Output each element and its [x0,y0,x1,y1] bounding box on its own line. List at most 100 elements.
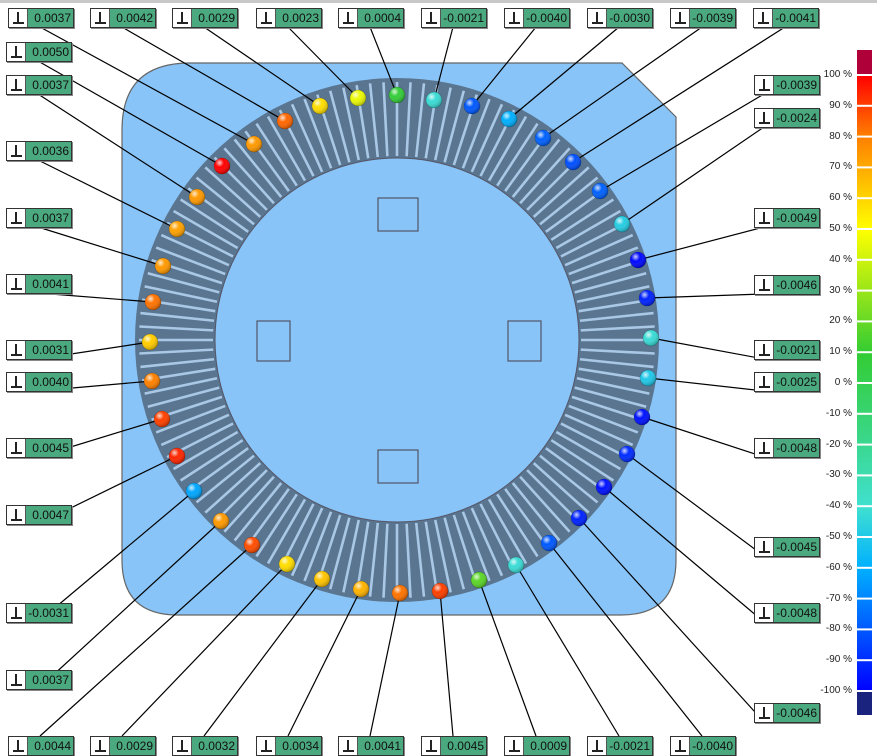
scale-band [857,480,872,482]
scale-tick-label: -40 % [825,500,852,512]
scale-band [857,360,872,362]
deviation-label[interactable]: 0.0023 [256,8,322,28]
deviation-label[interactable]: -0.0045 [754,537,820,557]
scale-band [857,601,872,603]
deviation-label[interactable]: -0.0039 [670,8,736,28]
deviation-label[interactable]: 0.0029 [90,736,156,756]
deviation-label[interactable]: 0.0004 [338,8,404,28]
deviation-label[interactable]: 0.0041 [6,274,72,294]
scale-band [857,581,872,583]
deviation-label[interactable]: 0.0029 [172,8,238,28]
deviation-label[interactable]: 0.0034 [256,736,322,756]
deviation-label[interactable]: 0.0045 [421,736,487,756]
deviation-label[interactable]: 0.0032 [172,736,238,756]
measurement-point-shading [214,158,230,174]
deviation-label[interactable]: 0.0009 [504,736,570,756]
scale-band [857,342,872,344]
deviation-label[interactable]: 0.0041 [338,736,404,756]
deviation-label[interactable]: 0.0037 [8,8,74,28]
deviation-label[interactable]: -0.0040 [504,8,570,28]
scale-band [857,473,872,475]
scale-band [857,183,872,185]
scale-band [857,682,872,684]
scale-band [857,269,872,271]
deviation-label[interactable]: 0.0037 [6,75,72,95]
scale-band [857,241,872,243]
scale-band [857,399,872,401]
scale-band [857,77,872,79]
scale-band [857,434,872,436]
scale-band [857,520,872,522]
deviation-label[interactable]: -0.0046 [754,703,820,723]
scale-band [857,504,872,506]
scale-band [857,426,872,428]
scale-band [857,182,872,184]
scale-band [857,381,872,383]
scale-tick-mark [857,412,872,415]
scale-band [857,585,872,587]
scale-band [857,286,872,288]
deviation-label[interactable]: 0.0031 [6,340,72,360]
deviation-label[interactable]: -0.0025 [754,372,820,392]
deviation-label[interactable]: -0.0046 [754,275,820,295]
deviation-label[interactable]: -0.0024 [754,108,820,128]
scale-band [857,547,872,549]
deviation-label[interactable]: 0.0050 [6,42,72,62]
deviation-label[interactable]: -0.0048 [754,603,820,623]
scale-band [857,310,872,312]
scale-band [857,397,872,399]
scale-band [857,663,872,665]
scale-band [857,364,872,366]
measurement-point-shading [614,216,630,232]
leader-line [603,486,765,623]
scale-band [857,616,872,618]
deviation-label[interactable]: 0.0042 [90,8,156,28]
scale-band [857,458,872,460]
deviation-label[interactable]: -0.0030 [587,8,653,28]
deviation-label[interactable]: -0.0041 [753,8,819,28]
deviation-label[interactable]: 0.0037 [6,208,72,228]
deviation-label[interactable]: 0.0047 [6,505,72,525]
scale-band [857,551,872,553]
scale-band [857,626,872,628]
deviation-label[interactable]: 0.0045 [6,438,72,458]
scale-band [857,266,872,268]
scale-band [857,490,872,492]
deviation-label[interactable]: -0.0048 [754,438,820,458]
scale-band [857,681,872,683]
deviation-value: -0.0021 [609,739,650,753]
scale-band [857,489,872,491]
scale-band [857,652,872,654]
scale-band [857,525,872,527]
scale-band [857,535,872,537]
scale-band [857,440,872,442]
scale-tick-label: 10 % [829,346,852,358]
deviation-label[interactable]: -0.0049 [754,208,820,228]
measurement-point-shading [213,513,229,529]
deviation-label[interactable]: -0.0021 [754,340,820,360]
deviation-label[interactable]: 0.0040 [6,372,72,392]
deviation-label[interactable]: -0.0021 [587,736,653,756]
scale-band [857,416,872,418]
scale-band [857,218,872,220]
deviation-label[interactable]: 0.0036 [6,141,72,161]
scale-band [857,439,872,441]
scale-band [857,287,872,289]
scale-band [857,131,872,133]
deviation-label[interactable]: -0.0039 [754,75,820,95]
measurement-point-shading [639,290,655,306]
deviation-label[interactable]: -0.0031 [6,603,72,623]
scale-band [857,337,872,339]
leader-line [37,93,198,198]
deviation-label[interactable]: 0.0037 [6,670,72,690]
deviation-label[interactable]: 0.0044 [8,736,74,756]
deviation-value: 0.0037 [32,673,69,687]
deviation-label[interactable]: -0.0021 [421,8,487,28]
leader-line [37,292,154,303]
scale-band [857,220,872,222]
deviation-label[interactable]: -0.0040 [670,736,736,756]
deviation-value: -0.0048 [776,441,817,455]
scale-band [857,477,872,479]
scale-band [857,322,872,324]
